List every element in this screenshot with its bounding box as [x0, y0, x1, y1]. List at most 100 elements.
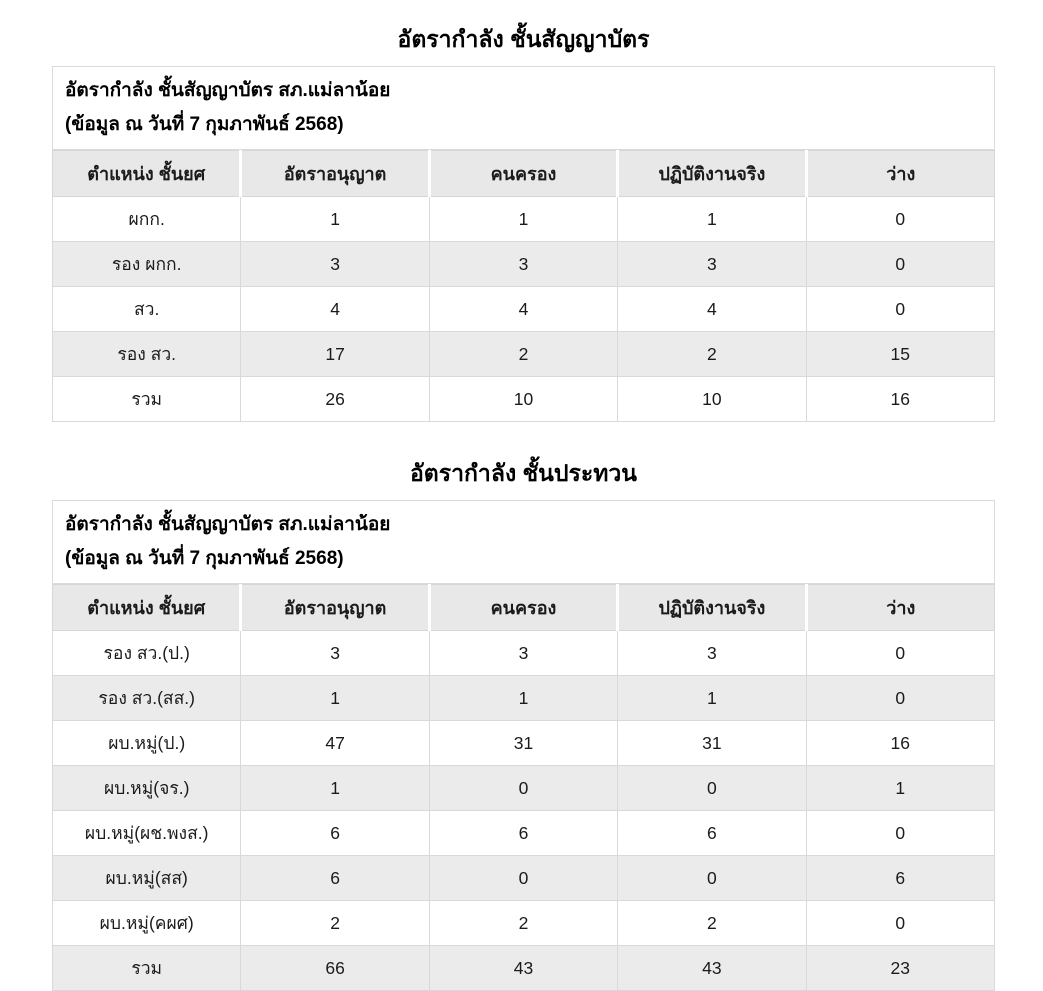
column-header: ตำแหน่ง ชั้นยศ — [51, 584, 241, 631]
cell-value: 0 — [428, 765, 619, 811]
row-label: รอง สว.(สส.) — [51, 675, 242, 721]
cell-value: 1 — [805, 765, 996, 811]
table-header: ตำแหน่ง ชั้นยศ อัตราอนุญาต คนครอง ปฏิบัติงา… — [51, 584, 996, 631]
column-header: คนครอง — [427, 584, 618, 631]
column-header: ปฏิบัติงานจริง — [616, 584, 807, 631]
staff-table-noncommissioned: ตำแหน่ง ชั้นยศ อัตราอนุญาต คนครอง ปฏิบัติงา… — [51, 584, 996, 991]
cell-value: 2 — [428, 331, 619, 377]
cell-value: 10 — [428, 376, 619, 422]
cell-value: 1 — [240, 196, 430, 242]
cell-value: 3 — [428, 241, 619, 287]
table-body: ผกก. 1 1 1 0 รอง ผกก. 3 3 3 0 สว. 4 4 4 0 รอง สว. 17 2 2 15… — [51, 196, 996, 422]
cell-value: 31 — [428, 720, 619, 766]
row-label: รวม — [51, 945, 242, 991]
header-row: ตำแหน่ง ชั้นยศ อัตราอนุญาต คนครอง ปฏิบัติงา… — [51, 150, 996, 197]
cell-value: 66 — [240, 945, 430, 991]
table-row: ผบ.หมู่(สส) 6 0 0 6 — [51, 855, 996, 901]
cell-value: 4 — [240, 286, 430, 332]
cell-value: 6 — [617, 810, 807, 856]
row-label: รอง สว. — [51, 331, 242, 377]
cell-value: 2 — [240, 900, 430, 946]
cell-value: 3 — [617, 630, 807, 676]
caption-line-station: อัตรากำลัง ชั้นสัญญาบัตร สภ.แม่ลาน้อย — [65, 80, 391, 101]
section-commissioned: อัตรากำลัง ชั้นสัญญาบัตร อัตรากำลัง ชั้น… — [51, 22, 996, 422]
cell-value: 0 — [805, 286, 996, 332]
cell-value: 1 — [240, 675, 430, 721]
table-row: รวม 26 10 10 16 — [51, 376, 996, 422]
column-header: ว่าง — [804, 584, 996, 631]
cell-value: 4 — [617, 286, 807, 332]
column-header: ตำแหน่ง ชั้นยศ — [51, 150, 241, 197]
column-header: ว่าง — [804, 150, 996, 197]
cell-value: 0 — [805, 241, 996, 287]
cell-value: 3 — [428, 630, 619, 676]
cell-value: 3 — [240, 630, 430, 676]
cell-value: 10 — [617, 376, 807, 422]
section-noncommissioned: อัตรากำลัง ชั้นประทวน อัตรากำลัง ชั้นสัญ… — [51, 456, 996, 991]
row-label: ผบ.หมู่(จร.) — [51, 765, 242, 811]
column-header: อัตราอนุญาต — [239, 150, 430, 197]
cell-value: 1 — [617, 675, 807, 721]
cell-value: 1 — [428, 675, 619, 721]
caption-line-date: (ข้อมูล ณ วันที่ 7 กุมภาพันธ์ 2568) — [65, 548, 344, 569]
table-row: ผกก. 1 1 1 0 — [51, 196, 996, 242]
cell-value: 6 — [805, 855, 996, 901]
cell-value: 2 — [428, 900, 619, 946]
cell-value: 6 — [428, 810, 619, 856]
table-row: ผบ.หมู่(ป.) 47 31 31 16 — [51, 720, 996, 766]
cell-value: 6 — [240, 810, 430, 856]
cell-value: 0 — [617, 765, 807, 811]
column-header: ปฏิบัติงานจริง — [616, 150, 807, 197]
table-header: ตำแหน่ง ชั้นยศ อัตราอนุญาต คนครอง ปฏิบัติงา… — [51, 150, 996, 197]
table-caption-box: อัตรากำลัง ชั้นสัญญาบัตร สภ.แม่ลาน้อย (ข… — [52, 66, 995, 150]
cell-value: 0 — [428, 855, 619, 901]
cell-value: 1 — [428, 196, 619, 242]
cell-value: 31 — [617, 720, 807, 766]
column-header: คนครอง — [427, 150, 618, 197]
cell-value: 16 — [805, 376, 996, 422]
table-row: รวม 66 43 43 23 — [51, 945, 996, 991]
cell-value: 0 — [805, 630, 996, 676]
row-label: รอง ผกก. — [51, 241, 242, 287]
cell-value: 6 — [240, 855, 430, 901]
cell-value: 4 — [428, 286, 619, 332]
table-title-commissioned: อัตรากำลัง ชั้นสัญญาบัตร — [397, 26, 650, 52]
cell-value: 15 — [805, 331, 996, 377]
cell-value: 3 — [240, 241, 430, 287]
table-row: รอง สว. 17 2 2 15 — [51, 331, 996, 377]
cell-value: 3 — [617, 241, 807, 287]
table-row: ผบ.หมู่(ผช.พงส.) 6 6 6 0 — [51, 810, 996, 856]
table-row: รอง สว.(ป.) 3 3 3 0 — [51, 630, 996, 676]
cell-value: 0 — [805, 675, 996, 721]
cell-value: 0 — [617, 855, 807, 901]
cell-value: 0 — [805, 900, 996, 946]
cell-value: 47 — [240, 720, 430, 766]
table-row: สว. 4 4 4 0 — [51, 286, 996, 332]
cell-value: 16 — [805, 720, 996, 766]
cell-value: 2 — [617, 331, 807, 377]
table-row: รอง ผกก. 3 3 3 0 — [51, 241, 996, 287]
row-label: ผบ.หมู่(สส) — [51, 855, 242, 901]
table-row: ผบ.หมู่(คผศ) 2 2 2 0 — [51, 900, 996, 946]
table-row: รอง สว.(สส.) 1 1 1 0 — [51, 675, 996, 721]
row-label: ผบ.หมู่(ผช.พงส.) — [51, 810, 242, 856]
row-label: ผบ.หมู่(คผศ) — [51, 900, 242, 946]
cell-value: 1 — [617, 196, 807, 242]
column-header: อัตราอนุญาต — [239, 584, 430, 631]
row-label: สว. — [51, 286, 242, 332]
cell-value: 43 — [617, 945, 807, 991]
table-row: ผบ.หมู่(จร.) 1 0 0 1 — [51, 765, 996, 811]
row-label: ผกก. — [51, 196, 242, 242]
table-title-noncommissioned: อัตรากำลัง ชั้นประทวน — [409, 460, 637, 486]
cell-value: 43 — [428, 945, 619, 991]
cell-value: 17 — [240, 331, 430, 377]
staff-table-commissioned: ตำแหน่ง ชั้นยศ อัตราอนุญาต คนครอง ปฏิบัติงา… — [51, 150, 996, 422]
caption-line-station: อัตรากำลัง ชั้นสัญญาบัตร สภ.แม่ลาน้อย — [65, 514, 391, 535]
row-label: ผบ.หมู่(ป.) — [51, 720, 242, 766]
table-body: รอง สว.(ป.) 3 3 3 0 รอง สว.(สส.) 1 1 1 0 ผบ.หมู่(ป… — [51, 630, 996, 991]
cell-value: 23 — [805, 945, 996, 991]
table-caption-box: อัตรากำลัง ชั้นสัญญาบัตร สภ.แม่ลาน้อย (ข… — [52, 500, 995, 584]
cell-value: 2 — [617, 900, 807, 946]
row-label: รอง สว.(ป.) — [51, 630, 242, 676]
